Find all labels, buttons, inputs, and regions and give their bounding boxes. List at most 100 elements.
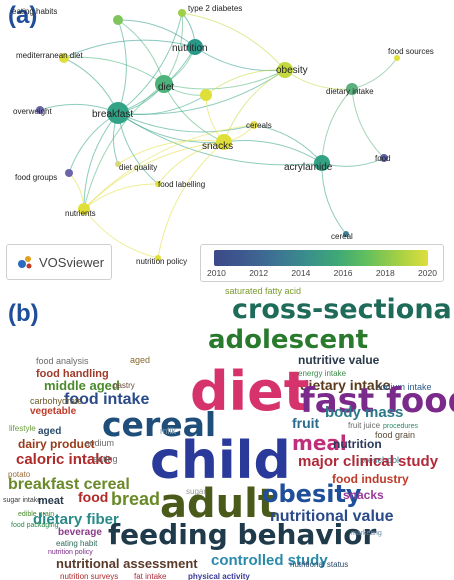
word-cloud-term: carbohydrate	[30, 396, 83, 406]
network-label-eating-habits: eating habits	[12, 7, 57, 16]
word-cloud-term: sugar intake	[3, 497, 41, 504]
word-cloud-term: snacks	[343, 488, 384, 502]
word-cloud-term: fruit juice	[348, 421, 381, 430]
word-cloud-term: food analysis	[36, 356, 89, 366]
word-cloud-term: beverage	[58, 527, 102, 538]
network-edge	[83, 183, 159, 210]
word-cloud-term: vegetable	[30, 406, 77, 417]
scale-tick: 2020	[418, 268, 437, 278]
network-edge	[117, 139, 225, 165]
word-cloud-term: cereal	[102, 405, 216, 444]
network-edge	[181, 12, 286, 71]
word-cloud-term: nutrition policy	[48, 549, 93, 556]
network-node-food	[380, 154, 388, 162]
word-cloud-term: body mass	[325, 404, 403, 421]
network-edge	[63, 56, 165, 85]
network-node-food-labelling	[155, 181, 161, 187]
word-cloud-term: major clinical study	[298, 453, 439, 470]
word-cloud-term: dairy product	[18, 437, 95, 451]
network-label-obesity: obesity	[276, 65, 308, 76]
network-node-acrylamide	[314, 155, 330, 171]
network-edges	[39, 12, 398, 259]
word-cloud-term: middle aged	[44, 378, 120, 393]
network-label-food-sources: food sources	[388, 47, 434, 56]
word-cloud-term: nutritional status	[290, 560, 348, 569]
word-cloud-term: food packaging	[11, 522, 59, 529]
network-edge	[157, 141, 225, 185]
network-label-nutrients: nutrients	[65, 209, 96, 218]
network-node-breakfast	[107, 102, 129, 124]
word-cloud-term: nutrition	[333, 437, 382, 451]
network-node-overweight	[36, 106, 44, 114]
word-cloud-term: adult	[160, 481, 277, 527]
network-edge	[83, 208, 159, 259]
network-edge	[117, 112, 255, 133]
word-cloud-term: nutritional assessment	[56, 556, 198, 571]
network-node-type2	[178, 9, 186, 17]
word-cloud-term: sodium	[85, 438, 114, 448]
network-edge	[163, 69, 286, 90]
word-cloud-term: aged	[130, 355, 150, 365]
word-cloud-term: food	[78, 489, 108, 505]
year-color-scale: 2010 2012 2014 2016 2018 2020	[200, 244, 444, 282]
network-node-nutrition	[187, 39, 203, 55]
word-cloud-term: child	[150, 431, 291, 491]
keyword-cooccurrence-network: eating habits type 2 diabetes mediterranea…	[12, 4, 434, 266]
network-edge	[83, 83, 165, 210]
word-cloud-term: feeding behavior	[108, 518, 376, 551]
word-cloud-term: sugar	[186, 487, 206, 496]
word-cloud-term: caloric intake	[16, 451, 112, 468]
network-label-overweight: overweight	[13, 107, 52, 116]
word-cloud-term: dietary fiber	[33, 511, 119, 528]
network-label-mediterranean: mediterranean diet	[16, 51, 83, 60]
word-cloud-term: eating	[93, 454, 118, 464]
scale-tick: 2018	[375, 268, 395, 278]
word-cloud-term: food industry	[332, 472, 409, 486]
network-label-snacks: snacks	[202, 141, 233, 152]
color-gradient-bar	[214, 250, 428, 266]
word-cloud-term: controlled study	[211, 552, 328, 569]
word-cloud-term: fat intake	[134, 572, 167, 580]
network-node-yellow-mid	[200, 89, 212, 101]
word-cloud-term: milk	[160, 426, 176, 436]
word-cloud-term: nutritive value	[298, 353, 380, 367]
word-cloud-term: nutritional value	[270, 508, 394, 525]
network-edge	[63, 39, 196, 59]
network-edge	[321, 88, 353, 164]
word-cloud-term: fruit	[292, 415, 320, 431]
word-cloud-term: bread	[111, 489, 160, 509]
network-node-eating-habits	[113, 15, 123, 25]
word-cloud-term: adolescent	[208, 325, 368, 355]
network-edge	[117, 19, 196, 48]
panel-a-label: (a)	[8, 2, 38, 29]
word-cloud-term: dietary intake	[300, 377, 390, 393]
word-cloud-term: meat	[38, 495, 64, 507]
word-cloud-term: eating habit	[56, 539, 98, 548]
word-cloud-term: food handling	[36, 368, 109, 380]
network-node-cereals	[250, 121, 258, 129]
word-cloud-term: saturated fatty acid	[225, 286, 301, 296]
network-label-diet: diet	[158, 82, 174, 93]
network-labels: eating habits type 2 diabetes mediterranea…	[12, 4, 434, 266]
network-edge	[194, 46, 286, 72]
vosviewer-text: VOSviewer	[39, 254, 105, 270]
network-nodes	[36, 9, 400, 261]
vosviewer-logo-icon	[18, 256, 32, 269]
scale-tick: 2010	[207, 268, 226, 278]
network-label-breakfast: breakfast	[92, 109, 133, 120]
network-label-type2: type 2 diabetes	[188, 4, 242, 13]
network-node-mediterranean	[59, 53, 69, 63]
word-cloud-term: cross-sectional studies	[232, 294, 454, 325]
network-edge	[117, 112, 225, 144]
network-node-nutrition-policy	[155, 255, 161, 261]
word-cloud-term: edible grain	[18, 511, 54, 518]
network-label-diet-quality: diet quality	[119, 163, 157, 172]
network-node-dietary-intake	[346, 83, 358, 95]
network-edge	[205, 69, 286, 96]
network-edge	[117, 19, 165, 85]
network-node-diet-quality	[115, 161, 121, 167]
network-node-food-groups	[65, 169, 73, 177]
network-node-food-sources	[394, 55, 400, 61]
network-edge	[117, 19, 127, 114]
